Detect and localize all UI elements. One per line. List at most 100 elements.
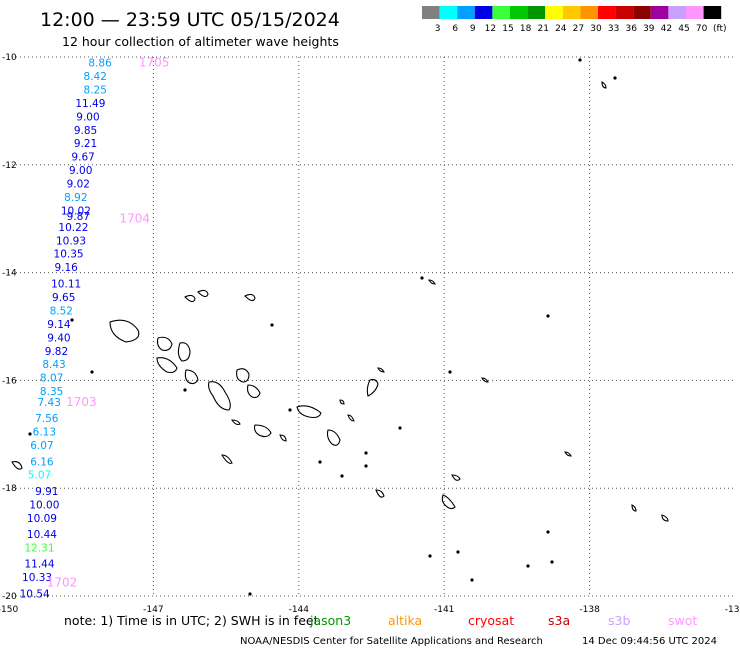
islet-dot <box>546 314 550 318</box>
swh-value: 9.67 <box>71 152 94 164</box>
swh-value: 9.00 <box>69 165 92 177</box>
satellite-name: jason3 <box>309 613 351 628</box>
legend-swatch <box>598 6 616 19</box>
islet-dot <box>183 388 187 392</box>
swh-value: 6.13 <box>33 427 56 439</box>
swh-value: 7.43 <box>38 397 61 409</box>
islet-dot <box>613 76 617 80</box>
hour-label: 1705 <box>139 55 170 69</box>
swh-value: 8.52 <box>50 305 73 317</box>
island <box>246 384 261 399</box>
legend-unit-label: (ft) <box>713 24 727 34</box>
legend-bin-label: 6 <box>452 24 458 34</box>
legend-bin-label: 12 <box>485 24 496 34</box>
island <box>184 294 196 303</box>
footer-credit: NOAA/NESDIS Center for Satellite Applica… <box>240 636 543 647</box>
legend-bin-label: 3 <box>435 24 441 34</box>
swh-value: 7.56 <box>35 413 59 425</box>
x-tick-label: -135 <box>725 605 740 615</box>
swh-value: 9.91 <box>35 486 58 498</box>
island <box>481 377 489 383</box>
island <box>279 434 287 442</box>
swh-value: 6.16 <box>30 456 54 468</box>
islet-dot <box>546 530 550 534</box>
swh-value: 10.11 <box>51 278 81 290</box>
swh-value: 8.07 <box>40 373 63 385</box>
satellite-name: s3b <box>608 613 630 628</box>
chart-title: 12:00 — 23:59 UTC 05/15/2024 <box>40 9 340 31</box>
swh-value: 10.33 <box>22 572 52 584</box>
y-tick-label: -16 <box>2 376 17 386</box>
swh-value: 9.87 <box>67 211 90 223</box>
island <box>451 474 461 481</box>
swh-value: 9.82 <box>45 346 68 358</box>
legend-bin-label: 21 <box>537 24 548 34</box>
hour-label: 1702 <box>47 576 78 590</box>
swh-value: 11.49 <box>75 98 105 110</box>
swh-value: 8.86 <box>88 57 112 69</box>
legend-swatch <box>492 6 510 19</box>
legend-bin-label: 70 <box>696 24 708 34</box>
swh-value: 8.42 <box>84 71 107 83</box>
swh-value: 9.14 <box>47 319 71 331</box>
footer-note: note: 1) Time is in UTC; 2) SWH is in fe… <box>64 613 319 628</box>
swh-value: 9.16 <box>54 262 78 274</box>
hour-labels: 1705 1704 1703 1702 <box>47 55 170 589</box>
islet-dot <box>340 474 344 478</box>
y-tick-label: -10 <box>2 53 17 63</box>
islet-dot <box>364 464 368 468</box>
island <box>109 319 140 343</box>
swh-value: 8.43 <box>42 359 65 371</box>
island <box>564 451 572 457</box>
x-tick-label: -138 <box>579 605 600 615</box>
swh-value: 10.93 <box>56 235 86 247</box>
islet-dot <box>456 550 460 554</box>
legend-swatch <box>545 6 563 19</box>
island <box>428 279 436 285</box>
islet-dot <box>288 408 292 412</box>
swh-value: 9.02 <box>67 179 90 191</box>
swh-value: 12.31 <box>24 542 54 554</box>
satellite-name: cryosat <box>468 613 514 628</box>
legend-swatch <box>474 6 493 19</box>
swh-value: 11.44 <box>24 559 54 571</box>
island <box>375 489 385 498</box>
islet-dot <box>578 58 582 62</box>
legend-bin-label: 39 <box>643 24 655 34</box>
swh-value: 10.02 <box>61 206 91 218</box>
legend-bin-label: 15 <box>502 24 513 34</box>
x-tick-label: -147 <box>143 605 163 615</box>
legend-bin-label: 36 <box>625 24 637 34</box>
islet-dot <box>428 554 432 558</box>
island <box>326 429 341 446</box>
island <box>296 405 322 419</box>
axis-tick-labels: -150 -147 -144 -141 -138 -135 -10 -12 -14 -16 -18 -… <box>0 53 740 615</box>
swh-value: 10.00 <box>29 499 59 511</box>
island <box>366 378 379 397</box>
islet-dot <box>318 460 322 464</box>
swh-value: 5.07 <box>28 470 51 482</box>
swh-value: 9.40 <box>47 332 70 344</box>
swh-value: 8.25 <box>84 84 107 96</box>
swh-track: 8.868.428.2511.499.009.859.219.679.009.0… <box>20 57 112 600</box>
swh-value: 10.22 <box>58 222 88 234</box>
island-outlines <box>11 81 669 522</box>
hour-label: 1703 <box>66 395 97 409</box>
island <box>661 514 669 522</box>
swh-value: 6.07 <box>30 440 53 452</box>
legend-swatch <box>703 6 722 19</box>
islet-dot <box>70 318 74 322</box>
islet-dot <box>28 432 32 436</box>
legend-swatch <box>510 6 528 19</box>
y-tick-label: -18 <box>2 484 17 494</box>
legend-bin-label: 27 <box>573 24 584 34</box>
legend-bin-label: 30 <box>590 24 602 34</box>
y-tick-label: -20 <box>2 592 17 602</box>
legend-swatch <box>562 6 581 19</box>
islet-dot <box>448 370 452 374</box>
legend-swatch <box>439 6 458 19</box>
islet-dot <box>270 323 274 327</box>
x-tick-label: -144 <box>289 605 310 615</box>
